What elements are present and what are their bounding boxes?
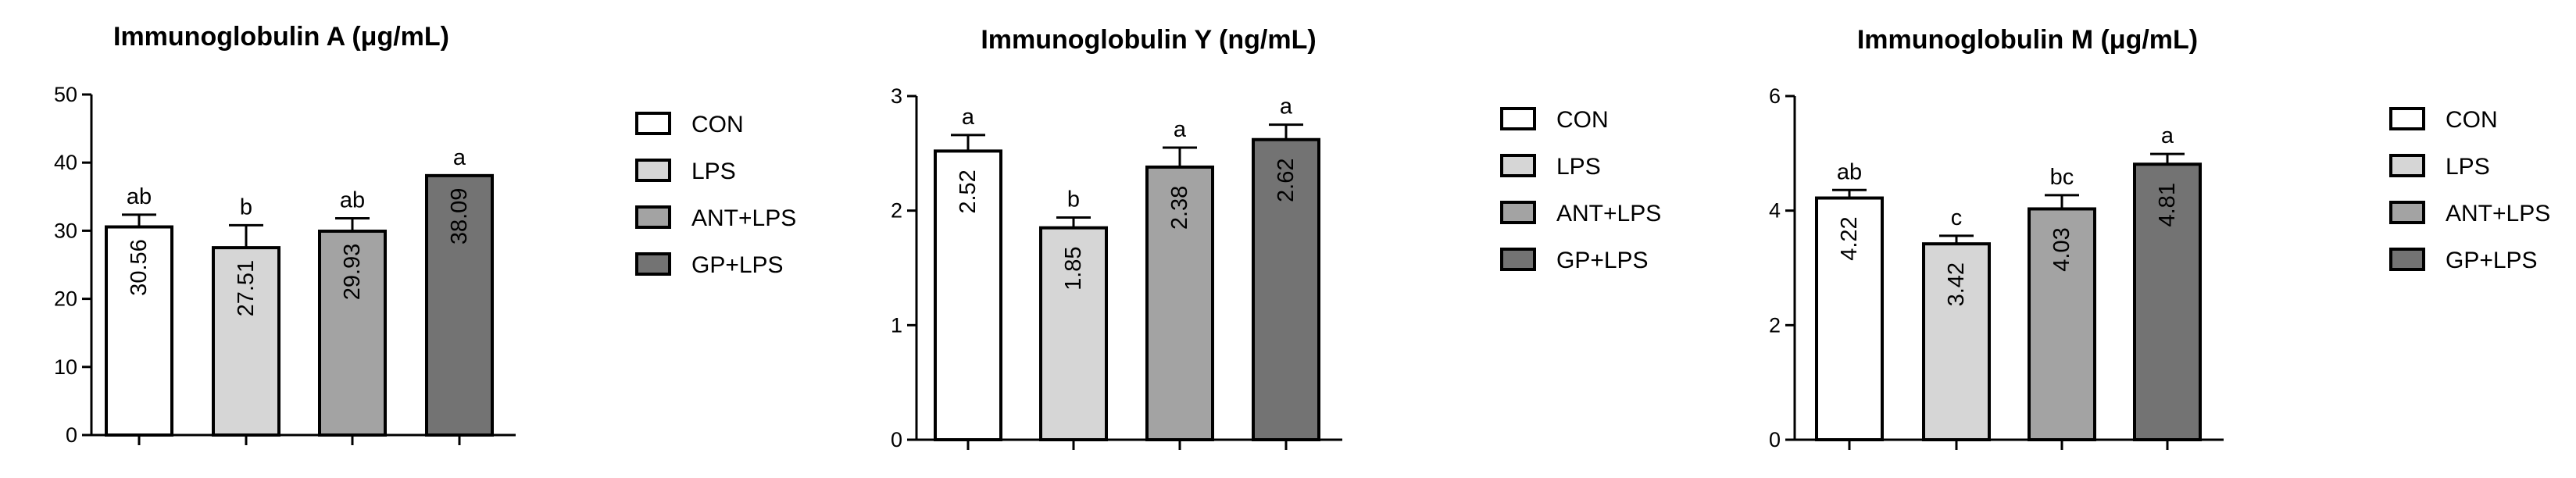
y-tick-label: 2 — [891, 199, 902, 223]
significance-letter: b — [240, 194, 252, 219]
bar-value-label: 27.51 — [234, 260, 259, 317]
legend-label: GP+LPS — [691, 252, 784, 278]
bar-value-label: 29.93 — [340, 244, 365, 301]
legend: CON LPS ANT+LPS GP+LPS — [2389, 107, 2550, 273]
legend: CON LPS ANT+LPS GP+LPS — [635, 112, 796, 278]
legend-swatch — [2389, 201, 2425, 224]
legend-label: GP+LPS — [2446, 248, 2538, 273]
chart-title: Immunoglobulin Y (ng/mL) — [981, 25, 1316, 55]
bar-value-label: 3.42 — [1944, 262, 1969, 306]
bar-con — [105, 225, 173, 437]
y-tick-label: 0 — [891, 428, 902, 451]
y-tick-label: 1 — [891, 313, 902, 337]
legend-swatch — [1500, 154, 1536, 177]
y-tick-label: 40 — [54, 151, 77, 174]
bar-value-label: 1.85 — [1061, 246, 1086, 290]
significance-letter: b — [1067, 187, 1080, 212]
chart-title: Immunoglobulin M (μg/mL) — [1857, 25, 2198, 55]
legend-swatch — [2389, 107, 2425, 130]
legend-swatch — [1500, 107, 1536, 130]
y-tick-label: 4 — [1769, 199, 1781, 223]
legend-label: ANT+LPS — [691, 205, 796, 231]
bar-lps — [212, 246, 280, 437]
chart-panel-1: Immunoglobulin A (μg/mL)01020304050ab30.… — [54, 22, 796, 447]
legend-swatch — [635, 112, 671, 135]
legend-swatch — [2389, 248, 2425, 271]
y-tick-label: 10 — [54, 355, 77, 379]
chart-panel-2: Immunoglobulin Y (ng/mL) 0 1 2 3 a 2.52 b 1.85 a 2… — [891, 25, 1661, 451]
legend-swatch — [1500, 201, 1536, 224]
bar-ant-lps — [1145, 165, 1214, 442]
bar-value-label: 4.22 — [1837, 216, 1862, 260]
bar-lps — [1922, 242, 1991, 442]
legend-label: LPS — [691, 159, 736, 184]
legend-label: GP+LPS — [1556, 248, 1649, 273]
significance-letter: ab — [1837, 159, 1862, 184]
bar-value-label: 2.52 — [956, 169, 981, 213]
legend-swatch — [635, 205, 671, 229]
bar-con — [934, 149, 1002, 441]
significance-letter: ab — [127, 184, 152, 209]
legend-label: LPS — [2446, 154, 2490, 180]
y-tick-label: 0 — [66, 423, 77, 447]
y-tick-label: 6 — [1769, 84, 1781, 108]
significance-letter: bc — [2050, 165, 2074, 190]
significance-letter: a — [2161, 123, 2174, 148]
legend-label: CON — [2446, 107, 2498, 133]
bar-lps — [1039, 226, 1108, 441]
bar-ant-lps — [318, 230, 387, 437]
chart-panel-3: Immunoglobulin M (μg/mL) 0 2 4 6 ab 4.22 c 3.42 b… — [1769, 25, 2550, 451]
significance-letter: a — [1280, 95, 1293, 120]
bar-gp-lps — [2133, 162, 2202, 441]
y-tick-label: 50 — [54, 83, 77, 106]
legend-label: LPS — [1556, 154, 1601, 180]
bar-value-label: 2.62 — [1274, 159, 1299, 202]
legend-swatch — [635, 252, 671, 276]
significance-letter: a — [453, 145, 466, 170]
y-tick-label: 2 — [1769, 313, 1781, 337]
bar-ant-lps — [2028, 207, 2096, 441]
bar-value-label: 4.03 — [2049, 227, 2074, 271]
legend-label: CON — [1556, 107, 1609, 133]
y-tick-label: 0 — [1769, 428, 1781, 451]
significance-letter: ab — [340, 187, 365, 212]
bar-gp-lps — [425, 173, 494, 437]
legend-label: CON — [691, 112, 744, 137]
bar-value-label: 38.09 — [447, 188, 472, 245]
y-tick-label: 30 — [54, 219, 77, 242]
bar-value-label: 2.38 — [1167, 186, 1192, 230]
significance-letter: a — [1174, 117, 1187, 142]
legend: CON LPS ANT+LPS GP+LPS — [1500, 107, 1661, 273]
bar-con — [1815, 196, 1884, 442]
bar-gp-lps — [1252, 137, 1320, 441]
bar-value-label: 4.81 — [2155, 183, 2180, 227]
legend-label: ANT+LPS — [1556, 201, 1661, 227]
y-tick-label: 3 — [891, 84, 902, 108]
legend-swatch — [635, 159, 671, 182]
significance-letter: a — [962, 105, 975, 130]
legend-swatch — [1500, 248, 1536, 271]
y-tick-label: 20 — [54, 287, 77, 311]
significance-letter: c — [1951, 205, 1963, 230]
legend-label: ANT+LPS — [2446, 201, 2550, 227]
chart-title: Immunoglobulin A (μg/mL) — [113, 22, 449, 52]
legend-swatch — [2389, 154, 2425, 177]
bar-value-label: 30.56 — [127, 239, 152, 296]
